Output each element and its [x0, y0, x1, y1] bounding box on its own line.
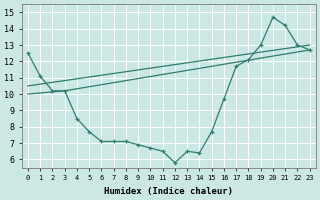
- X-axis label: Humidex (Indice chaleur): Humidex (Indice chaleur): [104, 187, 233, 196]
